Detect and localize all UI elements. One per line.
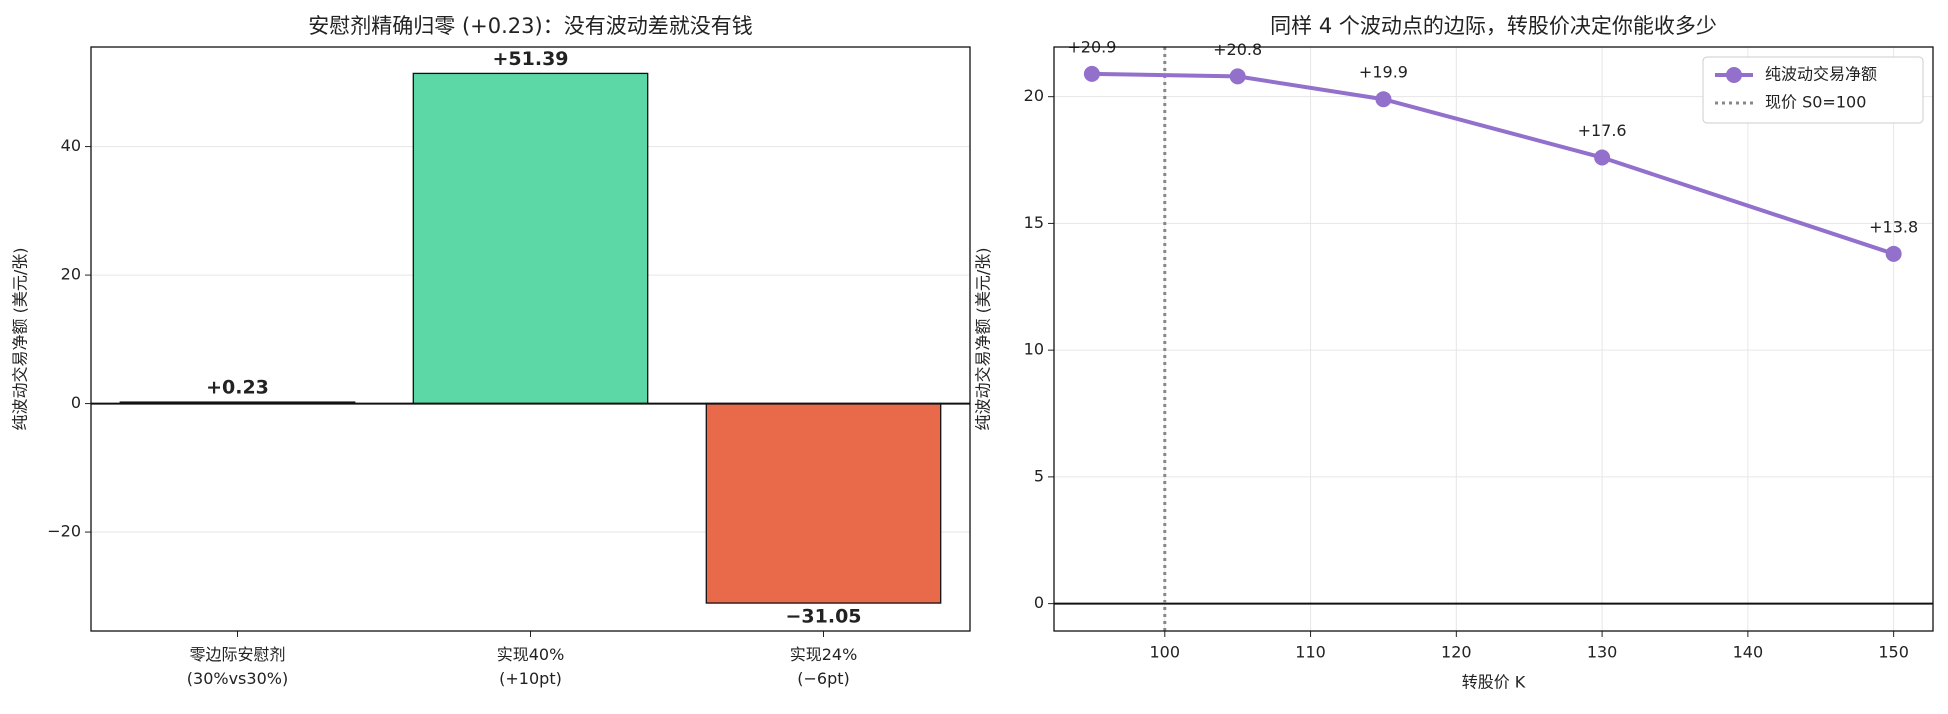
y-tick-label: 20: [1024, 86, 1044, 105]
value-label: +20.8: [1213, 40, 1262, 59]
y-tick-label: 20: [61, 265, 81, 284]
chart-title: 安慰剂精确归零 (+0.23)：没有波动差就没有钱: [308, 14, 752, 38]
value-label: +17.6: [1578, 121, 1627, 140]
legend-label: 纯波动交易净额: [1765, 65, 1877, 84]
value-label: +19.9: [1359, 63, 1408, 82]
legend-label: 现价 S0=100: [1765, 93, 1866, 112]
value-label: +51.39: [492, 48, 568, 70]
point: [1229, 68, 1246, 85]
x-tick-label: 100: [1150, 643, 1181, 662]
y-axis-label: 纯波动交易净额 (美元/张): [11, 248, 30, 431]
x-tick-label: 120: [1441, 643, 1472, 662]
plot-frame: [1053, 46, 1934, 632]
point: [1375, 91, 1392, 108]
legend-box: [1702, 56, 1924, 124]
point: [1083, 65, 1100, 82]
point: [1594, 149, 1611, 166]
y-tick-label: 15: [1024, 213, 1044, 232]
y-tick-label: 0: [1034, 593, 1044, 612]
x-tick-label: 实现24% (−6pt): [789, 645, 858, 688]
bar: [705, 402, 942, 604]
value-label: +0.23: [206, 377, 269, 399]
y-tick-label: 40: [61, 136, 81, 155]
y-tick-label: 0: [71, 393, 81, 412]
chart-title: 同样 4 个波动点的边际，转股价决定你能收多少: [1270, 14, 1717, 38]
x-tick-label: 零边际安慰剂 (30%vs30%): [186, 645, 289, 688]
x-tick-label: 150: [1878, 643, 1909, 662]
value-label: −31.05: [785, 606, 861, 628]
y-tick-label: −20: [47, 522, 81, 541]
x-axis-label: 转股价 K: [1462, 673, 1526, 692]
point: [1885, 245, 1902, 262]
y-axis-label: 纯波动交易净额 (美元/张): [974, 248, 993, 431]
y-tick-label: 10: [1024, 340, 1044, 359]
x-tick-label: 110: [1295, 643, 1326, 662]
x-tick-label: 130: [1587, 643, 1618, 662]
x-tick-label: 实现40% (+10pt): [496, 645, 565, 688]
x-tick-label: 140: [1733, 643, 1764, 662]
bar: [412, 72, 649, 405]
value-label: +13.8: [1869, 217, 1918, 236]
plot-frame: [90, 46, 971, 632]
legend-swatch: [1726, 67, 1742, 83]
y-tick-label: 5: [1034, 466, 1044, 485]
